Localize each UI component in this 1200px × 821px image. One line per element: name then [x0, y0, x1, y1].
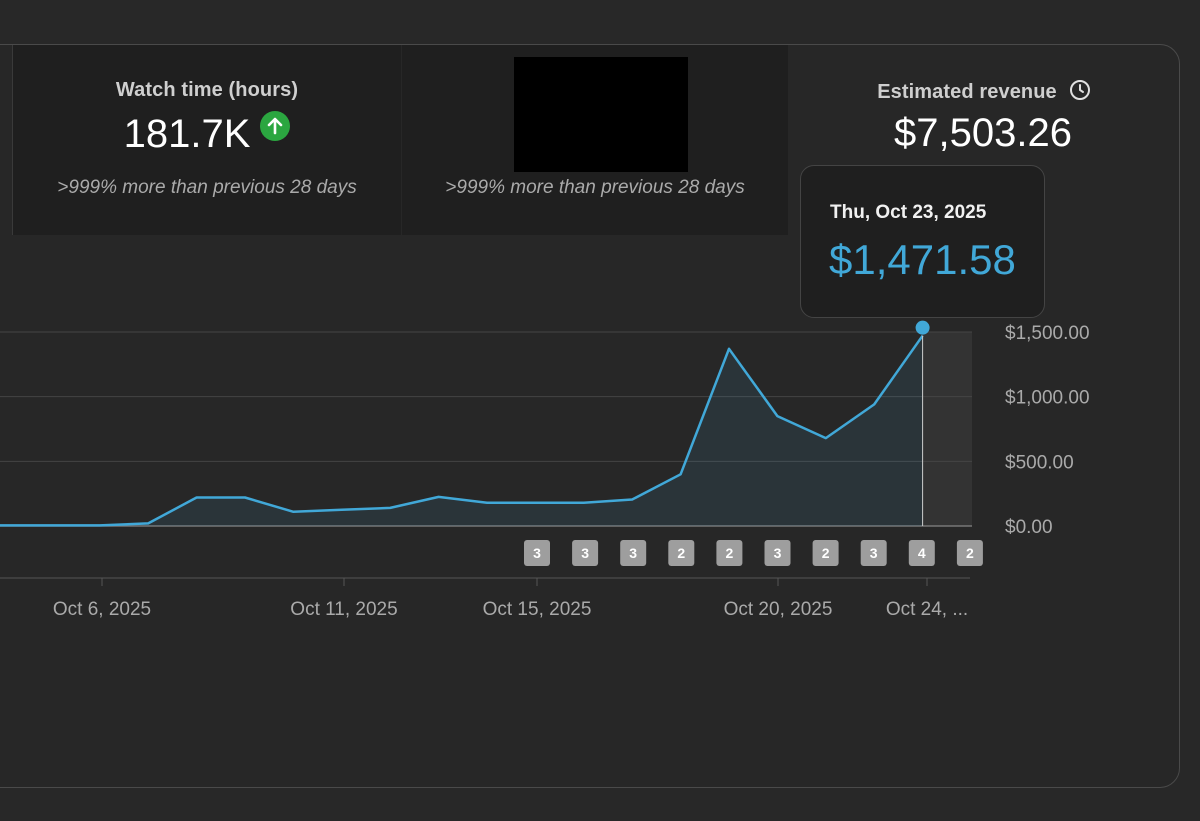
x-tick-label: Oct 24, ...	[886, 599, 968, 620]
annotation-badge[interactable]	[860, 540, 887, 566]
annotation-badge-count: 4	[918, 545, 926, 561]
annotation-badge[interactable]	[668, 540, 695, 566]
annotation-badge[interactable]	[956, 540, 983, 566]
watch-time-label: Watch time (hours)	[115, 79, 299, 101]
revenue-line	[0, 334, 924, 527]
watch-time-value: 181.7K	[123, 112, 251, 156]
annotation-badge[interactable]	[908, 540, 935, 566]
annotation-badge-count: 3	[870, 545, 878, 561]
hover-point[interactable]	[915, 320, 930, 335]
annotation-badge-count: 2	[677, 545, 685, 561]
annotation-badge-count: 3	[774, 545, 782, 561]
annotation-badge-count: 3	[629, 545, 637, 561]
watch-time-card[interactable]: Watch time (hours) 181.7K >999% more tha…	[12, 45, 401, 235]
annotation-badge[interactable]	[812, 540, 839, 566]
x-tick-label: Oct 6, 2025	[53, 599, 151, 620]
hover-highlight-band	[922, 332, 972, 526]
x-tick-label: Oct 11, 2025	[290, 599, 397, 620]
watch-time-value-row: 181.7K	[13, 111, 401, 157]
annotation-badge[interactable]	[524, 540, 550, 566]
x-tick-label: Oct 20, 2025	[724, 599, 833, 620]
annotation-badge[interactable]	[764, 540, 791, 566]
annotation-badge[interactable]	[620, 540, 647, 566]
x-axis-labels: Oct 6, 2025 Oct 11, 2025 Oct 15, 2025 Oct 2…	[53, 578, 968, 620]
chart-tooltip: Thu, Oct 23, 2025 $1,471.58	[800, 165, 1045, 318]
revenue-value: $7,503.26	[894, 111, 1072, 155]
watch-time-compare: >999% more than previous 28 days	[57, 177, 357, 198]
tooltip-date: Thu, Oct 23, 2025	[830, 202, 987, 223]
annotation-badges: 3 3 3 2 2 3 2 3 4 2	[524, 540, 983, 566]
revenue-area	[0, 335, 923, 526]
annotation-badge-count: 2	[726, 545, 734, 561]
annotation-badge[interactable]	[572, 540, 599, 566]
tooltip-value: $1,471.58	[829, 236, 1016, 283]
y-tick-label: $500.00	[1005, 452, 1074, 473]
y-tick-label: $0.00	[1005, 517, 1053, 538]
x-tick-label: Oct 15, 2025	[483, 599, 592, 620]
estimated-revenue-card[interactable]: Estimated revenue $7,503.26	[790, 45, 1176, 235]
annotation-badge-count: 2	[822, 545, 830, 561]
chart-gridlines	[0, 331, 972, 527]
y-tick-label: $1,000.00	[1005, 388, 1090, 409]
revenue-label: Estimated revenue	[877, 81, 1057, 103]
redacted-block	[514, 57, 688, 172]
clock-icon[interactable]	[1069, 79, 1090, 100]
annotation-badge-count: 2	[966, 545, 974, 561]
redacted-compare: >999% more than previous 28 days	[445, 177, 745, 198]
revenue-label-row: Estimated revenue	[790, 79, 1176, 104]
annotation-badge-count: 3	[581, 545, 589, 561]
redacted-metric-card[interactable]: >999% more than previous 28 days	[402, 45, 788, 235]
annotation-badge-count: 3	[533, 545, 541, 561]
y-tick-label: $1,500.00	[1005, 323, 1090, 344]
y-axis-labels: $1,500.00 $1,000.00 $500.00 $0.00	[1005, 323, 1090, 538]
arrow-up-circle-icon	[260, 111, 291, 141]
annotation-badge[interactable]	[716, 540, 743, 566]
